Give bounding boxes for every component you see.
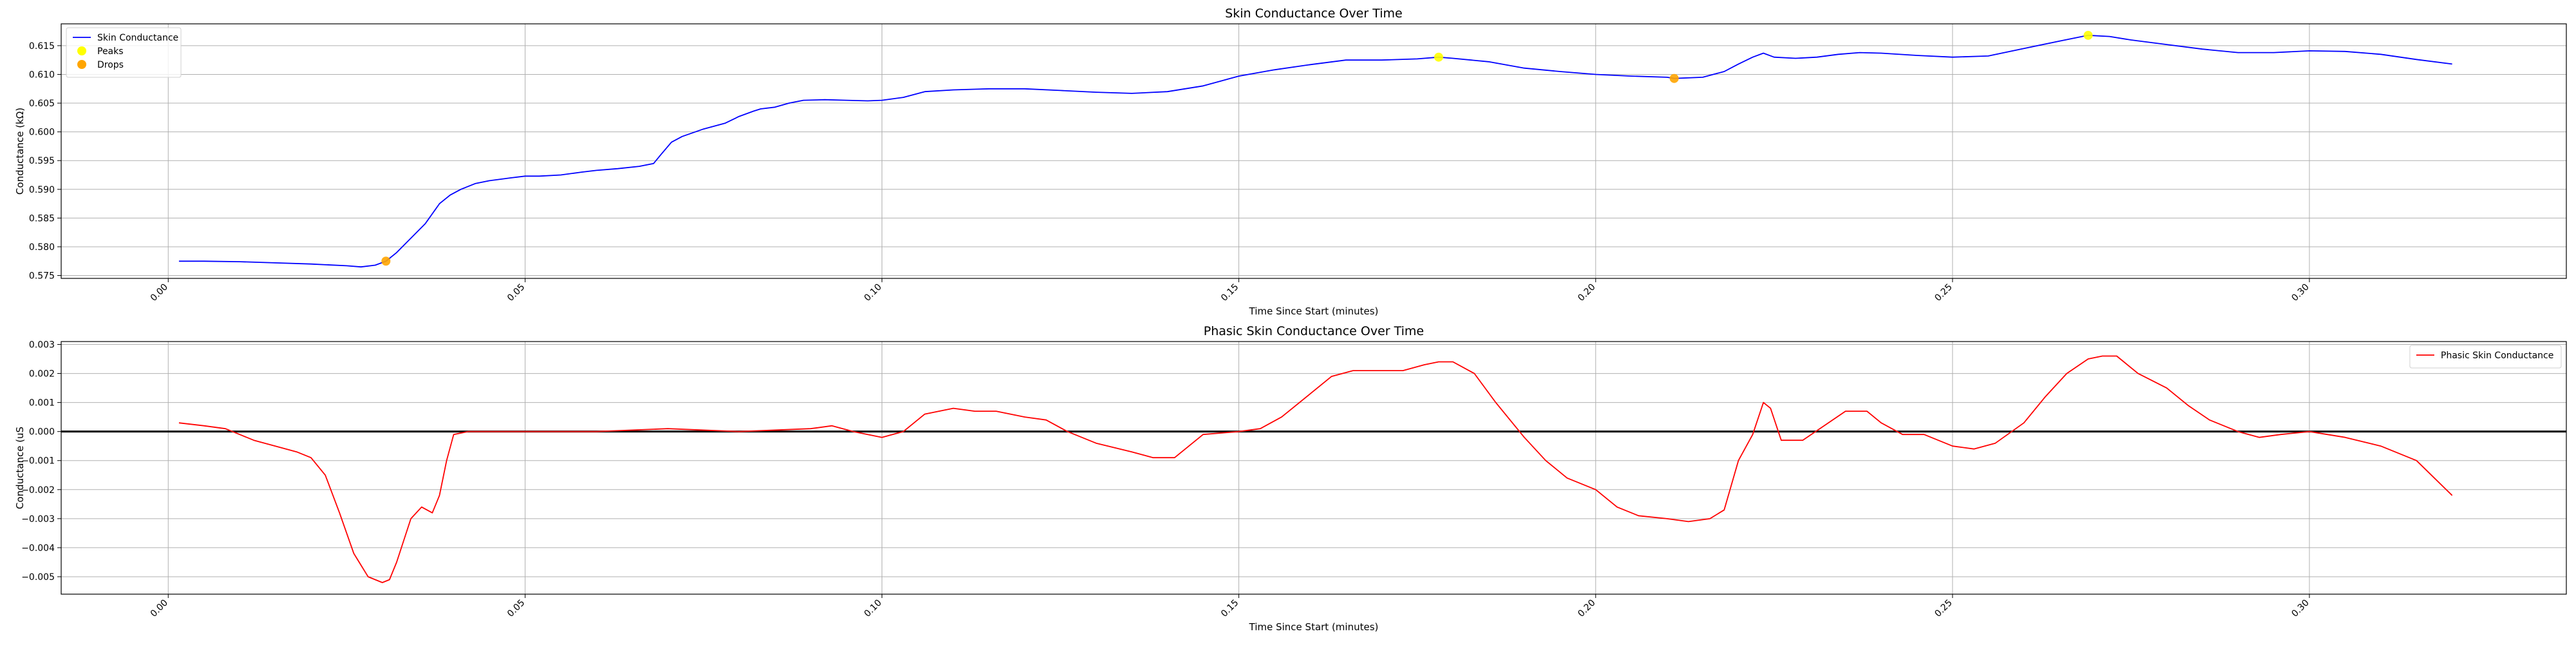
chart-2: 0.00 0.05 0.10 0.15 0.20 0.25 0.30 −0.005 −0.004… [14,324,2567,633]
axes-frame [61,23,2567,279]
legend-swatch-marker [77,46,86,55]
y-tick-label: −0.005 [21,572,55,583]
point-peaks [1434,52,1443,62]
x-tick-label: 0.30 [2289,598,2311,619]
x-tick-label: 0.20 [1576,282,1597,304]
axes-frame [61,341,2567,595]
legend-swatch-marker [77,60,86,69]
x-tick-label: 0.00 [149,282,170,304]
y-tick-label: 0.585 [29,213,55,224]
x-tick-label: 0.05 [506,282,527,304]
plot-area [61,24,2566,278]
x-tick-label: 0.30 [2289,282,2311,304]
y-tick-label: 0.605 [29,99,55,109]
y-axis-label: Conductance (kΩ) [14,108,26,195]
x-axis-label: Time Since Start (minutes) [1249,621,1379,633]
y-tick-label: −0.004 [21,543,55,554]
y-tick-label: 0.575 [29,271,55,282]
series-line-phasic-skin-conductance [178,355,2453,583]
point-drops [1669,73,1679,83]
x-tick-label: 0.15 [1219,282,1240,304]
x-tick-label: 0.25 [1933,598,1954,619]
x-tick-label: 0.10 [862,282,884,304]
x-tick-label: 0.20 [1576,598,1597,619]
x-tick-label: 0.25 [1933,282,1954,304]
x-tick-label: 0.15 [1219,598,1240,619]
y-tick-label: 0.580 [29,242,55,253]
legend: Phasic Skin Conductance [2409,345,2562,369]
legend-label: Peaks [97,46,124,57]
chart-title: Phasic Skin Conductance Over Time [1204,324,1424,338]
y-tick-label: 0.001 [29,398,55,409]
chart-1: 0.00 0.05 0.10 0.15 0.20 0.25 0.30 0.575 0.580 0.… [14,6,2567,317]
y-tick-label: 0.003 [29,340,55,351]
plot-area [61,342,2566,594]
x-tick-label: 0.05 [506,598,527,619]
x-tick-label: 0.10 [862,598,884,619]
x-tick-label: 0.00 [149,598,170,619]
y-tick-label: 0.590 [29,185,55,195]
y-tick-label: 0.595 [29,156,55,166]
legend-box [2409,345,2562,369]
y-axis-label: Conductance (uS [14,427,26,509]
y-tick-label: 0.600 [29,128,55,138]
y-tick-label: 0.610 [29,70,55,80]
series-line-skin-conductance [178,34,2452,268]
legend: Skin Conductance Peaks Drops [66,27,182,78]
legend-label: Skin Conductance [97,33,178,43]
point-drops [381,256,391,266]
y-tick-label: 0.615 [29,41,55,52]
y-tick-label: −0.001 [21,456,55,467]
legend-label: Drops [97,60,124,70]
chart-title: Skin Conductance Over Time [1225,6,1402,21]
legend-label: Phasic Skin Conductance [2441,351,2553,361]
y-tick-label: 0.002 [29,369,55,380]
legend-box [66,27,182,78]
y-tick-label: −0.002 [21,485,55,496]
y-tick-label: −0.003 [21,514,55,525]
x-axis-label: Time Since Start (minutes) [1249,305,1379,317]
y-tick-label: 0.000 [29,427,55,438]
point-peaks [2083,30,2093,40]
